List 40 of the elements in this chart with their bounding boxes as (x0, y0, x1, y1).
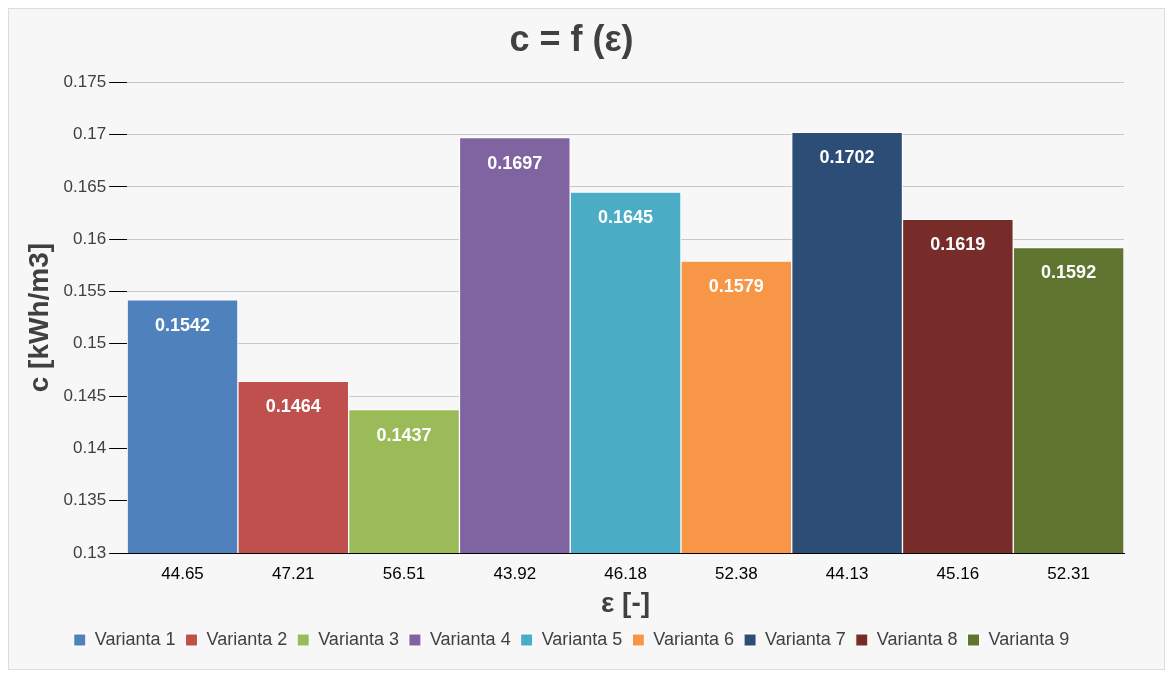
x-tick-label: 44.65 (161, 563, 204, 583)
x-tick-label: 44.13 (825, 563, 869, 583)
legend-label: Varianta 6 (653, 628, 735, 649)
data-label: 0.1592 (1041, 262, 1097, 283)
x-tick-label: 52.38 (715, 563, 758, 583)
legend-label: Varianta 2 (206, 628, 288, 649)
legend-label: Varianta 5 (541, 628, 623, 649)
legend-label: Varianta 1 (94, 628, 176, 649)
data-label: 0.1579 (708, 276, 764, 297)
x-axis-title: ε [-] (601, 586, 651, 618)
data-label: 0.1697 (487, 152, 543, 173)
y-tick-label: 0.155 (63, 281, 107, 301)
x-tick-label: 52.31 (1047, 563, 1090, 583)
y-tick-label: 0.16 (73, 228, 107, 248)
legend-label: Varianta 9 (988, 628, 1070, 649)
data-label: 0.1542 (154, 314, 211, 335)
y-tick-label: 0.175 (63, 71, 107, 91)
y-tick-label: 0.145 (63, 385, 107, 405)
x-tick-label: 43.92 (493, 563, 537, 583)
chart-title: c = f (ε) (509, 17, 634, 59)
x-tick-label: 56.51 (382, 563, 426, 583)
y-tick-label: 0.165 (63, 176, 107, 196)
y-axis-title: c [kWh/m3] (22, 242, 54, 393)
y-tick-label: 0.14 (73, 438, 107, 458)
x-tick-label: 47.21 (272, 563, 315, 583)
data-label: 0.1464 (265, 396, 321, 417)
data-label: 0.1645 (598, 207, 654, 228)
y-tick-label: 0.13 (73, 542, 107, 562)
y-tick-label: 0.15 (73, 333, 107, 353)
data-label: 0.1619 (930, 234, 986, 255)
y-tick-label: 0.17 (73, 124, 107, 144)
legend-label: Varianta 8 (876, 628, 958, 649)
y-tick-label: 0.135 (63, 490, 107, 510)
data-label: 0.1702 (819, 147, 875, 168)
legend-label: Varianta 7 (765, 628, 846, 649)
legend-label: Varianta 3 (318, 628, 399, 649)
x-tick-label: 45.16 (936, 563, 980, 583)
legend-label: Varianta 4 (429, 628, 511, 649)
data-label: 0.1437 (376, 424, 432, 445)
x-tick-label: 46.18 (604, 563, 647, 583)
